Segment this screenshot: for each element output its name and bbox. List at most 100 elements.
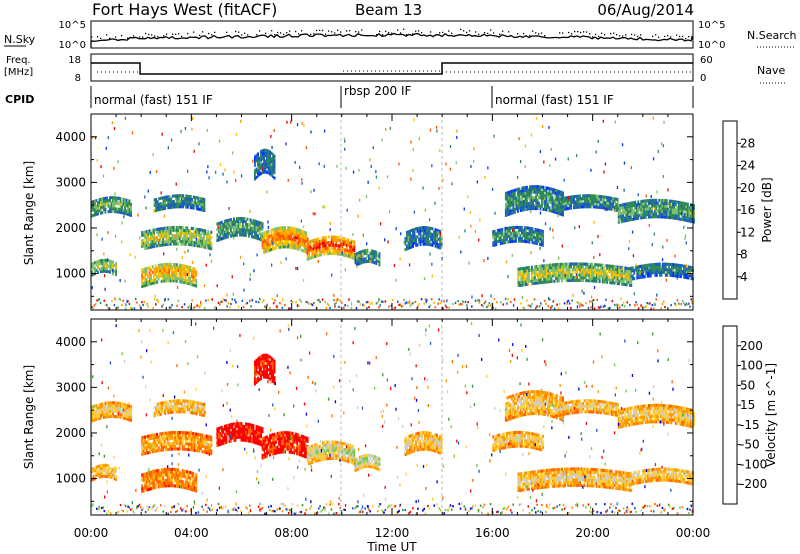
power-cell [333, 235, 336, 239]
power-cell [186, 240, 189, 244]
power-scatter-cell [114, 297, 116, 301]
velocity-cell [95, 406, 98, 410]
power-cell [155, 203, 158, 207]
velocity-cell [97, 411, 99, 415]
power-cell [344, 248, 347, 252]
power-cell [553, 207, 555, 211]
power-cell [248, 231, 250, 235]
power-cell [679, 201, 682, 205]
power-cell [492, 233, 495, 237]
velocity-cell [190, 442, 193, 446]
power-cell [293, 238, 296, 242]
power-cell [421, 229, 423, 233]
power-scatter-cell [233, 236, 235, 240]
power-cell [657, 268, 660, 272]
power-cell [118, 202, 120, 206]
power-cell [290, 232, 293, 236]
power-cell [145, 283, 148, 287]
velocity-cell [119, 407, 122, 411]
power-cell [103, 264, 105, 268]
power-cell [612, 270, 615, 274]
power-cell [372, 260, 375, 264]
velocity-cell [150, 434, 153, 438]
power-cell [297, 231, 300, 235]
power-clutter-cell [192, 307, 195, 310]
power-clutter-cell [676, 299, 679, 302]
power-cell [534, 281, 536, 285]
power-scatter-cell [633, 292, 635, 296]
power-scatter-cell [121, 221, 123, 225]
power-cell [653, 201, 656, 205]
noise-search-dot [139, 36, 141, 38]
velocity-cell [177, 430, 180, 434]
power-cell [353, 257, 356, 261]
power-clutter-cell [570, 307, 572, 310]
power-cell [406, 239, 408, 243]
power-cell [263, 248, 265, 252]
power-cell [600, 197, 603, 201]
power-cell [306, 237, 309, 241]
noise-left-tick-bottom: 10^0 [59, 40, 86, 51]
power-cell [526, 277, 529, 281]
power-cell [237, 219, 240, 223]
power-cell [528, 229, 531, 233]
power-cell [610, 267, 613, 271]
power-cell [567, 273, 569, 277]
power-cell [521, 277, 524, 281]
power-scatter-cell [152, 153, 154, 157]
power-cell [112, 207, 114, 211]
velocity-cell [162, 437, 165, 441]
power-cell [533, 190, 536, 194]
power-cell [324, 246, 327, 250]
power-cell [106, 196, 108, 200]
power-cell [579, 205, 581, 209]
power-cell [351, 250, 354, 254]
power-cell [501, 227, 504, 231]
power-scatter-cell [144, 195, 146, 199]
velocity-cell [115, 406, 117, 410]
power-cell [267, 152, 270, 156]
noise-search-dot [562, 32, 564, 34]
power-cell [536, 236, 538, 240]
velocity-cell [151, 473, 154, 477]
power-cell [522, 205, 525, 209]
power-cell [189, 234, 192, 238]
power-cell [355, 263, 358, 267]
velocity-cell [104, 407, 107, 411]
power-cell [558, 271, 560, 275]
power-cell [116, 202, 119, 206]
power-cell [258, 221, 261, 225]
power-cell [673, 208, 676, 212]
power-clutter-cell [234, 298, 236, 302]
power-cell [113, 199, 116, 203]
noise-search-dot [235, 30, 237, 33]
power-cell [628, 212, 631, 216]
power-cell [261, 222, 264, 226]
power-scatter-cell [408, 300, 411, 304]
power-cell [579, 273, 581, 277]
noise-search-dot [595, 33, 597, 36]
power-cell [648, 266, 651, 270]
power-cell [181, 266, 184, 270]
power-cell [521, 272, 524, 276]
power-cell [175, 236, 178, 240]
power-cell [577, 273, 580, 277]
power-cell [651, 263, 654, 267]
velocity-cell [178, 433, 181, 437]
velocity-cell [144, 472, 147, 476]
power-cell [104, 205, 107, 209]
power-cell [233, 228, 235, 232]
power-cell [142, 241, 145, 245]
power-cell [624, 266, 627, 270]
velocity-cell [192, 440, 195, 444]
power-cell [364, 249, 367, 253]
power-cell [128, 210, 131, 214]
velocity-cell [95, 409, 98, 413]
power-cell [557, 195, 560, 199]
power-cell [495, 237, 498, 241]
power-cell [607, 207, 610, 211]
power-cell [561, 262, 563, 266]
power-cell [606, 272, 609, 276]
power-cell [551, 201, 554, 205]
power-clutter-cell [220, 300, 222, 304]
